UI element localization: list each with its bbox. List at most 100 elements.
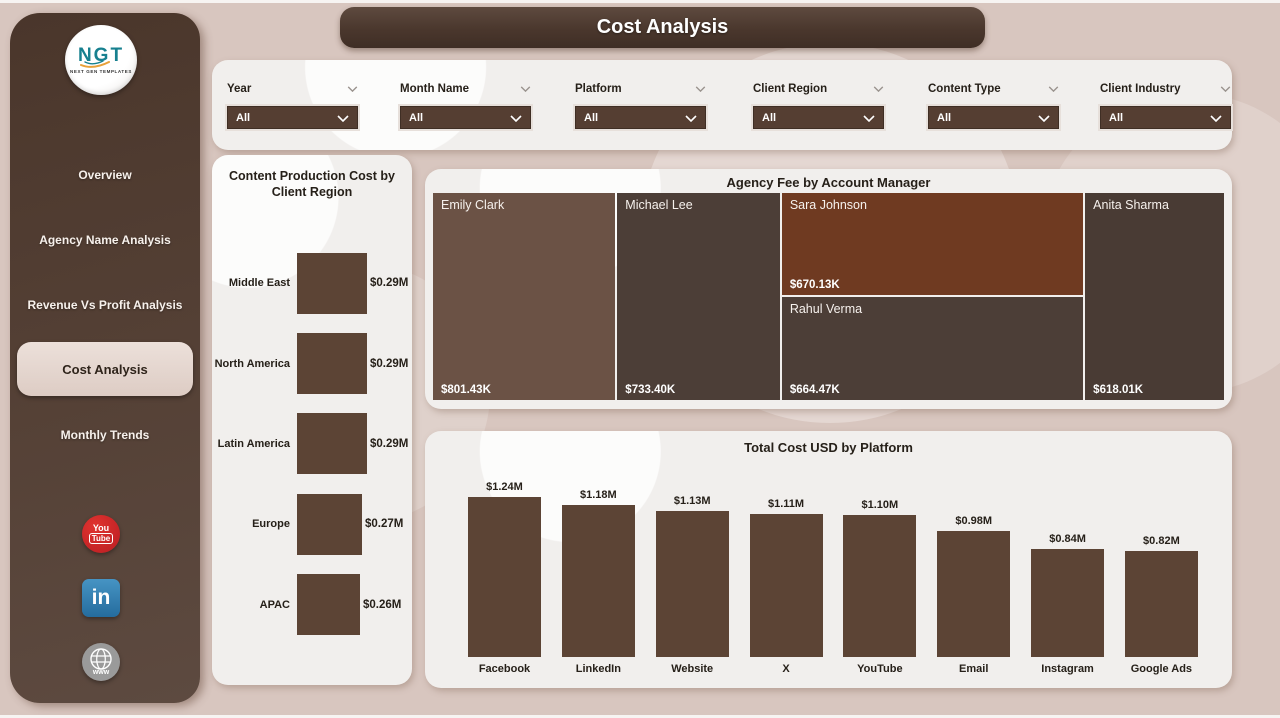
website-icon[interactable]: www (82, 643, 120, 681)
filter-label: Year (227, 83, 252, 95)
region-cost-panel: Content Production Cost by Client Region… (212, 155, 412, 685)
value-label: $0.27M (365, 518, 404, 531)
filter-dropdown-month-name[interactable]: All (400, 106, 531, 129)
logo-subtext: NEXT GEN TEMPLATES (70, 68, 132, 74)
value-label: $0.84M (1049, 533, 1086, 545)
youtube-label: You (92, 523, 110, 533)
category-label: North America (214, 357, 290, 370)
tile-name: Rahul Verma (789, 302, 863, 317)
value-label: $1.10M (861, 499, 899, 511)
platform-bar-facebook[interactable] (468, 497, 541, 657)
platform-bar-email[interactable] (937, 531, 1011, 657)
platform-bar-linkedin[interactable] (561, 505, 635, 657)
value-label: $0.82M (1143, 535, 1180, 547)
chevron-down-icon[interactable] (695, 86, 706, 92)
chevron-down-icon (337, 109, 349, 127)
chevron-down-icon[interactable] (1048, 86, 1059, 92)
filter-selected-value: All (584, 111, 599, 124)
bar-slot-x: $1.11M X (749, 467, 823, 681)
region-bar-europe[interactable] (297, 493, 362, 555)
page-header: Cost Analysis (340, 7, 985, 48)
sidebar-item-agency-name-analysis[interactable]: Agency Name Analysis (39, 232, 171, 247)
chevron-down-icon[interactable] (873, 86, 884, 92)
value-label: $0.98M (955, 515, 993, 527)
category-label: Instagram (1041, 663, 1094, 675)
treemap-tile-emily-clark[interactable]: Emily Clark $801.43K (433, 193, 616, 400)
value-label: $0.29M (370, 277, 409, 290)
filter-selected-value: All (937, 111, 952, 124)
sidebar-item-overview[interactable]: Overview (78, 167, 132, 182)
globe-icon: www (82, 643, 120, 681)
region-bar-middle-east[interactable] (297, 252, 367, 314)
chevron-down-icon[interactable] (520, 86, 531, 92)
sidebar-item-revenue-vs-profit-analysis[interactable]: Revenue Vs Profit Analysis (27, 297, 183, 312)
filter-selected-value: All (236, 111, 251, 124)
tile-value: $664.47K (789, 383, 840, 396)
platform-cost-panel: Total Cost USD by Platform $1.24M Faceboo… (425, 431, 1232, 688)
ngt-logo: NGT NEXT GEN TEMPLATES (65, 25, 137, 95)
chevron-down-icon[interactable] (347, 86, 358, 92)
filter-dropdown-client-industry[interactable]: All (1100, 106, 1231, 129)
logo-text: NGT (77, 44, 125, 66)
bar-slot-email: $0.98M Email (937, 467, 1011, 681)
treemap-tile-rahul-verma[interactable]: Rahul Verma $664.47K (781, 297, 1084, 400)
filter-content-type: Content Type All (928, 80, 1059, 129)
region-row-north-america: North America $0.29M (212, 323, 412, 403)
treemap-tile-sara-johnson[interactable]: Sara Johnson $670.13K (781, 193, 1084, 296)
value-label: $1.11M (767, 498, 805, 510)
category-label: Google Ads (1130, 663, 1193, 675)
value-label: $1.24M (486, 481, 523, 493)
value-label: $1.18M (579, 489, 617, 501)
filter-dropdown-platform[interactable]: All (575, 106, 706, 129)
platform-bar-youtube[interactable] (843, 515, 917, 657)
linkedin-label: in (91, 586, 111, 609)
filter-dropdown-year[interactable]: All (227, 106, 358, 129)
filter-label: Content Type (928, 83, 1001, 95)
filter-platform: Platform All (575, 80, 706, 129)
category-label: X (782, 663, 790, 675)
region-bar-north-america[interactable] (297, 333, 367, 395)
category-label: Facebook (478, 663, 531, 675)
bar-chart: $1.24M Facebook $1.18M LinkedIn $1.13M Websit… (468, 467, 1198, 681)
filter-dropdown-content-type[interactable]: All (928, 106, 1059, 129)
tile-value: $801.43K (441, 384, 491, 396)
tile-value: $733.40K (625, 384, 676, 396)
category-label: Europe (252, 518, 290, 531)
treemap-tile-michael-lee[interactable]: Michael Lee $733.40K (617, 193, 780, 400)
chevron-down-icon[interactable] (1220, 86, 1231, 92)
region-bar-apac[interactable] (297, 574, 360, 636)
sidebar-item-cost-analysis[interactable]: Cost Analysis (17, 342, 193, 396)
region-row-apac: APAC $0.26M (212, 565, 412, 645)
region-row-europe: Europe $0.27M (212, 484, 412, 564)
sidebar: NGT NEXT GEN TEMPLATES Overview Agency Na… (10, 13, 200, 703)
treemap-tile-anita-sharma[interactable]: Anita Sharma $618.01K (1085, 193, 1224, 400)
category-label: Email (959, 663, 989, 675)
platform-bar-google-ads[interactable] (1124, 551, 1198, 657)
region-bar-latin-america[interactable] (297, 413, 367, 475)
category-label: Middle East (228, 277, 290, 290)
tile-name: Anita Sharma (1093, 198, 1169, 212)
platform-bar-website[interactable] (655, 511, 729, 657)
filter-client-industry: Client Industry All (1100, 80, 1231, 129)
chevron-down-icon (510, 109, 522, 127)
bar-slot-linkedin: $1.18M LinkedIn (561, 467, 635, 681)
region-chart-title: Content Production Cost by Client Region (229, 169, 395, 199)
youtube-icon[interactable]: You Tube (82, 515, 120, 553)
value-label: $0.26M (363, 598, 402, 611)
tile-name: Emily Clark (441, 198, 505, 212)
filter-selected-value: All (762, 111, 777, 124)
linkedin-icon[interactable]: in (82, 579, 120, 617)
filter-dropdown-client-region[interactable]: All (753, 106, 884, 129)
filter-selected-value: All (1109, 111, 1124, 124)
tile-value: $670.13K (789, 279, 840, 292)
filter-label: Client Industry (1100, 83, 1181, 95)
sidebar-item-monthly-trends[interactable]: Monthly Trends (60, 427, 150, 442)
category-label: Latin America (217, 437, 290, 450)
region-row-latin-america: Latin America $0.29M (212, 404, 412, 484)
filters-panel: Year All Month Name All Platform All Client Re… (212, 60, 1232, 150)
chevron-down-icon (1038, 109, 1050, 127)
platform-bar-x[interactable] (749, 514, 823, 657)
filter-selected-value: All (409, 111, 424, 124)
platform-bar-instagram[interactable] (1031, 549, 1105, 657)
